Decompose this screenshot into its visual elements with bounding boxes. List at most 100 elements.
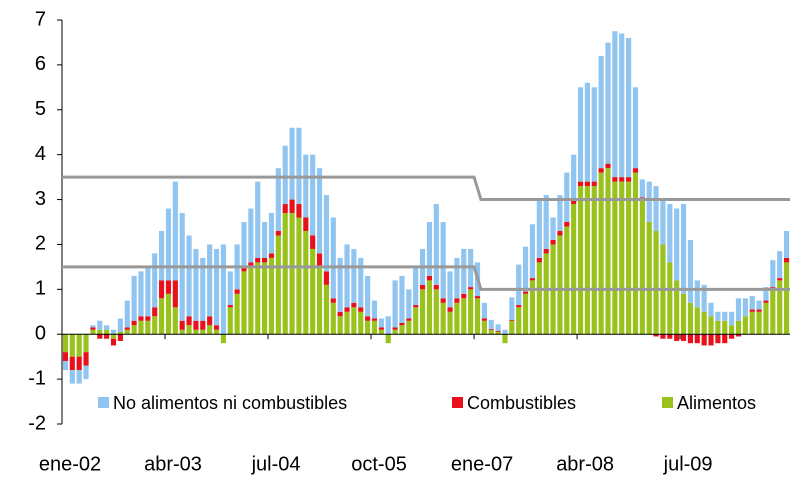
bar [413, 307, 419, 335]
reference-line [62, 265, 790, 291]
bar [591, 87, 597, 182]
bar [756, 300, 762, 310]
bar [577, 87, 584, 182]
bar [694, 280, 700, 308]
bar [337, 257, 343, 312]
bar [605, 42, 611, 164]
bar [165, 208, 172, 281]
bar [262, 222, 268, 258]
bar [172, 181, 178, 281]
bar [571, 199, 577, 205]
bar [337, 316, 343, 335]
bar [632, 172, 639, 335]
bar [516, 305, 522, 308]
bar [248, 208, 254, 263]
bar [619, 33, 625, 178]
bar [571, 154, 577, 200]
bar [138, 316, 144, 321]
y-tick-label: 2 [35, 233, 46, 255]
bar [742, 298, 748, 317]
bar [735, 320, 742, 335]
x-tick-label: oct-05 [351, 453, 407, 475]
bar [667, 262, 673, 335]
bar [275, 168, 281, 231]
bar [117, 334, 123, 341]
bar [715, 311, 721, 321]
y-tick-label: 4 [35, 143, 46, 165]
bar [756, 311, 762, 335]
bar [392, 280, 398, 328]
bar [69, 370, 75, 384]
bar [186, 235, 192, 317]
y-tick-label: 7 [35, 8, 46, 30]
bar [104, 329, 110, 335]
bar [399, 323, 405, 326]
bar [426, 275, 433, 281]
bar [447, 271, 453, 308]
bar [145, 266, 151, 317]
bar [749, 309, 755, 312]
legend-label: Combustibles [467, 393, 576, 413]
bar [419, 284, 426, 290]
bar [667, 334, 673, 339]
bar [454, 298, 460, 303]
bar [385, 334, 391, 344]
bar [282, 204, 288, 214]
bar [262, 262, 268, 335]
bar [358, 257, 364, 308]
bar [674, 334, 680, 341]
bar [90, 329, 96, 335]
bar [255, 257, 261, 263]
bar [543, 253, 549, 335]
bar [303, 217, 309, 231]
bar [529, 278, 536, 281]
bar [323, 195, 329, 272]
bar [282, 145, 288, 205]
bar [646, 222, 652, 335]
x-tick-label: jul-09 [663, 453, 713, 475]
bar [701, 284, 707, 312]
bar [365, 316, 371, 321]
y-tick-label: 5 [35, 98, 46, 120]
bar [378, 329, 384, 335]
bar [584, 82, 590, 182]
bar [536, 257, 542, 263]
bar [392, 329, 398, 335]
bar [632, 168, 639, 173]
bar [605, 168, 611, 335]
bar [179, 320, 185, 330]
bar [124, 327, 130, 330]
bar [152, 316, 158, 335]
bar [399, 325, 405, 335]
bar [117, 318, 123, 332]
bar [543, 248, 549, 254]
x-tick-label: abr-08 [556, 453, 614, 475]
bar [454, 302, 460, 335]
x-tick-label: ene-07 [451, 453, 513, 475]
legend-swatch [98, 397, 109, 408]
bar [316, 168, 323, 254]
bar [729, 311, 735, 326]
bar [193, 320, 199, 330]
bar [564, 172, 570, 222]
bar [172, 307, 178, 335]
bar [653, 230, 659, 335]
bar [83, 334, 89, 353]
bar [358, 311, 364, 335]
bar [399, 275, 405, 323]
bar [694, 307, 700, 335]
bar [159, 298, 165, 335]
bar [255, 181, 261, 258]
bar [495, 331, 501, 335]
bar [557, 195, 563, 231]
bar [557, 235, 563, 335]
bar [351, 307, 357, 335]
bar [165, 280, 172, 294]
bar [680, 334, 687, 341]
bar [571, 204, 577, 335]
bar [509, 297, 515, 320]
bar [227, 271, 233, 306]
bar [461, 293, 467, 299]
bar [777, 280, 783, 335]
bar [76, 370, 82, 384]
